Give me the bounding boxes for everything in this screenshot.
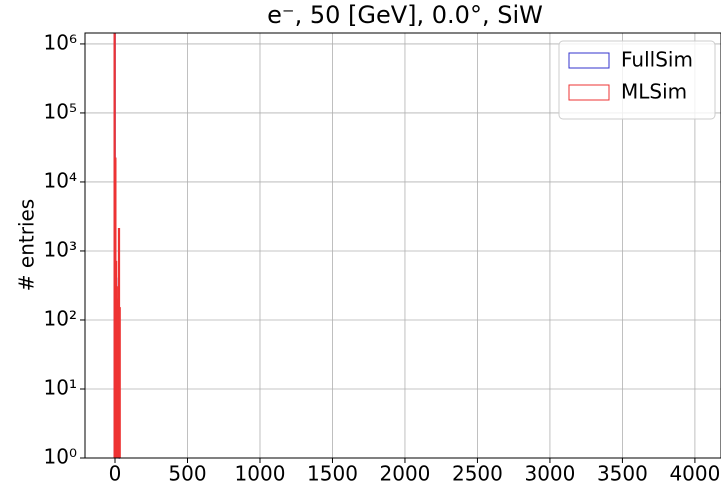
x-tick-label: 1000 — [235, 462, 286, 484]
y-tick-label: 10¹ — [44, 375, 77, 399]
y-tick-label: 10⁴ — [44, 168, 77, 192]
x-tick-label: 2000 — [380, 462, 431, 484]
legend-label: MLSim — [621, 80, 687, 104]
legend-label: FullSim — [621, 48, 693, 72]
x-tick-label: 4000 — [669, 462, 720, 484]
x-tick-label: 3000 — [524, 462, 575, 484]
x-tick-label: 3500 — [597, 462, 648, 484]
y-tick-label: 10⁶ — [44, 30, 77, 54]
plot-frame — [84, 32, 721, 459]
x-tick-label: 2500 — [452, 462, 503, 484]
legend-swatch — [568, 84, 610, 101]
x-tick-label: 500 — [168, 462, 206, 484]
legend-swatch — [568, 52, 610, 69]
chart-title: e⁻, 50 [GeV], 0.0°, SiW — [267, 1, 543, 29]
y-tick-label: 10⁰ — [44, 445, 77, 469]
x-tick-label: 0 — [109, 462, 122, 484]
y-tick-label: 10² — [44, 306, 77, 330]
y-tick-label: 10³ — [44, 237, 77, 261]
y-tick-label: 10⁵ — [44, 99, 77, 123]
x-tick-label: 1500 — [307, 462, 358, 484]
y-axis-label: # entries — [15, 199, 39, 291]
histogram-bin — [118, 307, 121, 458]
